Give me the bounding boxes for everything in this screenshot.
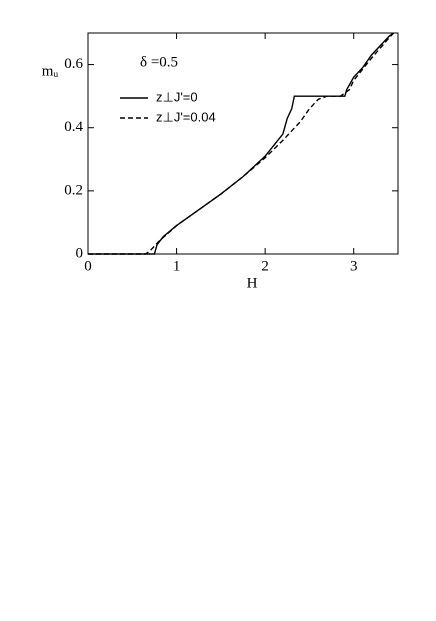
x-tick-label: 1 [173, 258, 181, 274]
y-tick-label: 0.4 [64, 119, 83, 135]
data-line [88, 32, 395, 255]
x-axis-label: H [247, 275, 258, 291]
y-axis-label: mᵤ [42, 63, 59, 79]
x-tick-label: 3 [350, 258, 358, 274]
data-line [88, 32, 394, 255]
annotation: δ =0.5 [140, 54, 178, 70]
y-tick-label: 0.6 [64, 56, 83, 72]
y-tick-label: 0 [76, 245, 84, 261]
x-tick-label: 0 [84, 258, 92, 274]
x-tick-label: 2 [261, 258, 269, 274]
plot-frame [87, 32, 399, 255]
legend-label: z⊥J'=0 [156, 89, 198, 104]
legend-label: z⊥J'=0.04 [156, 109, 216, 124]
y-tick-label: 0.2 [64, 182, 83, 198]
